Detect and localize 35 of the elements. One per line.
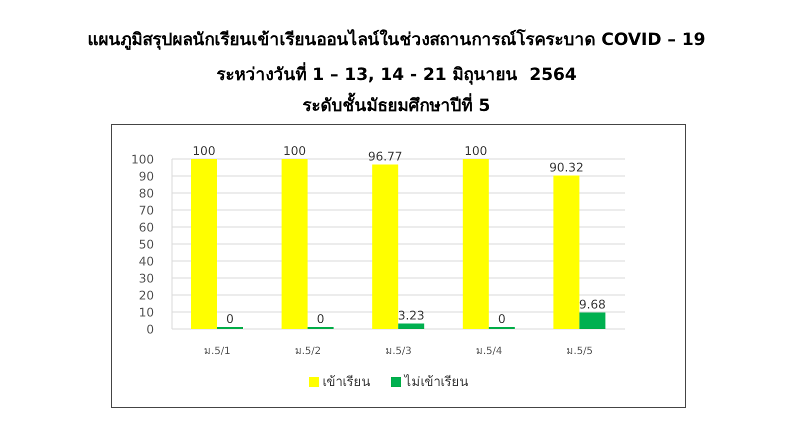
y-tick-label: 10 [138,305,154,320]
data-label: 96.77 [368,149,402,164]
y-tick-label: 0 [146,322,154,336]
bar [553,175,580,329]
y-tick-label: 70 [138,203,154,218]
chart-title: แผนภูมิสรุปผลนักเรียนเข้าเรียนออนไลน์ในช่วงสถานการณ์โรคระบาด COVID – 19 [86,28,706,52]
bar [462,159,489,329]
bar [282,159,308,329]
data-label: 100 [464,144,488,158]
bar [191,159,217,329]
y-tick-label: 40 [138,254,154,268]
legend-label: ไม่เข้าเรียน [404,375,468,390]
x-tick-label: ม.5/2 [294,346,322,358]
data-label: 3.23 [398,308,425,323]
y-tick-label: 20 [138,288,154,302]
data-label: 0 [498,312,506,326]
bar [372,164,398,329]
x-tick-label: ม.5/5 [566,346,593,358]
data-label: 100 [283,144,306,158]
y-tick-label: 60 [138,220,154,234]
y-tick-label: 80 [138,186,154,200]
y-tick-label: 100 [131,152,154,166]
y-tick-label: 50 [138,237,154,252]
y-tick-label: 90 [138,169,154,184]
data-label: 90.32 [549,160,584,174]
chart-subtitle: ระหว่างวันที่ 1 – 13, 14 - 21 มิถุนายน 2564 ระดับชั้นมัธยมศึกษาปีที่ 5 [215,61,578,118]
data-label: 100 [192,144,216,158]
x-tick-label: ม.5/1 [204,346,230,358]
legend-label: เข้าเรียน [322,375,370,390]
x-tick-label: ม.5/3 [385,346,412,358]
y-tick-label: 30 [138,271,154,286]
data-label: 0 [316,312,324,326]
data-label: 9.68 [579,298,606,312]
data-label: 0 [226,312,234,326]
x-tick-label: ม.5/4 [476,346,502,358]
